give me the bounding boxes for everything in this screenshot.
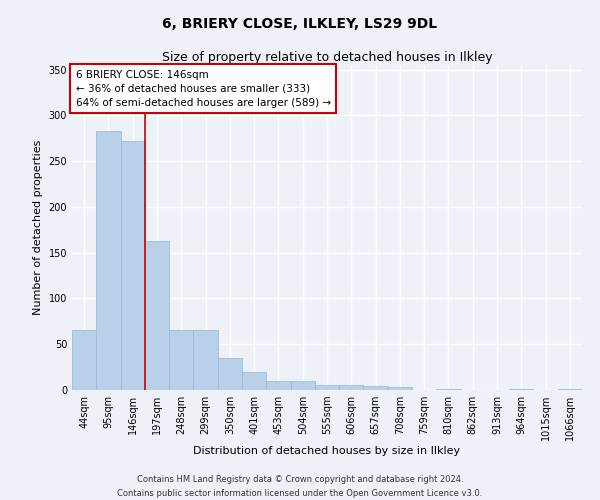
Text: 6 BRIERY CLOSE: 146sqm
← 36% of detached houses are smaller (333)
64% of semi-de: 6 BRIERY CLOSE: 146sqm ← 36% of detached…	[76, 70, 331, 108]
Bar	[315, 386, 339, 390]
Bar	[266, 381, 290, 390]
Text: Contains HM Land Registry data © Crown copyright and database right 2024.
Contai: Contains HM Land Registry data © Crown c…	[118, 476, 482, 498]
Bar	[364, 386, 388, 390]
Bar	[290, 381, 315, 390]
Bar	[436, 389, 461, 390]
Bar	[121, 141, 145, 390]
Bar	[218, 358, 242, 390]
Bar	[169, 330, 193, 390]
Text: 6, BRIERY CLOSE, ILKLEY, LS29 9DL: 6, BRIERY CLOSE, ILKLEY, LS29 9DL	[163, 18, 437, 32]
Bar	[193, 330, 218, 390]
Bar	[558, 389, 582, 390]
Bar	[145, 241, 169, 390]
Bar	[72, 330, 96, 390]
Bar	[388, 388, 412, 390]
Bar	[242, 372, 266, 390]
Bar	[509, 389, 533, 390]
Y-axis label: Number of detached properties: Number of detached properties	[33, 140, 43, 315]
X-axis label: Distribution of detached houses by size in Ilkley: Distribution of detached houses by size …	[193, 446, 461, 456]
Bar	[339, 386, 364, 390]
Title: Size of property relative to detached houses in Ilkley: Size of property relative to detached ho…	[161, 51, 493, 64]
Bar	[96, 131, 121, 390]
